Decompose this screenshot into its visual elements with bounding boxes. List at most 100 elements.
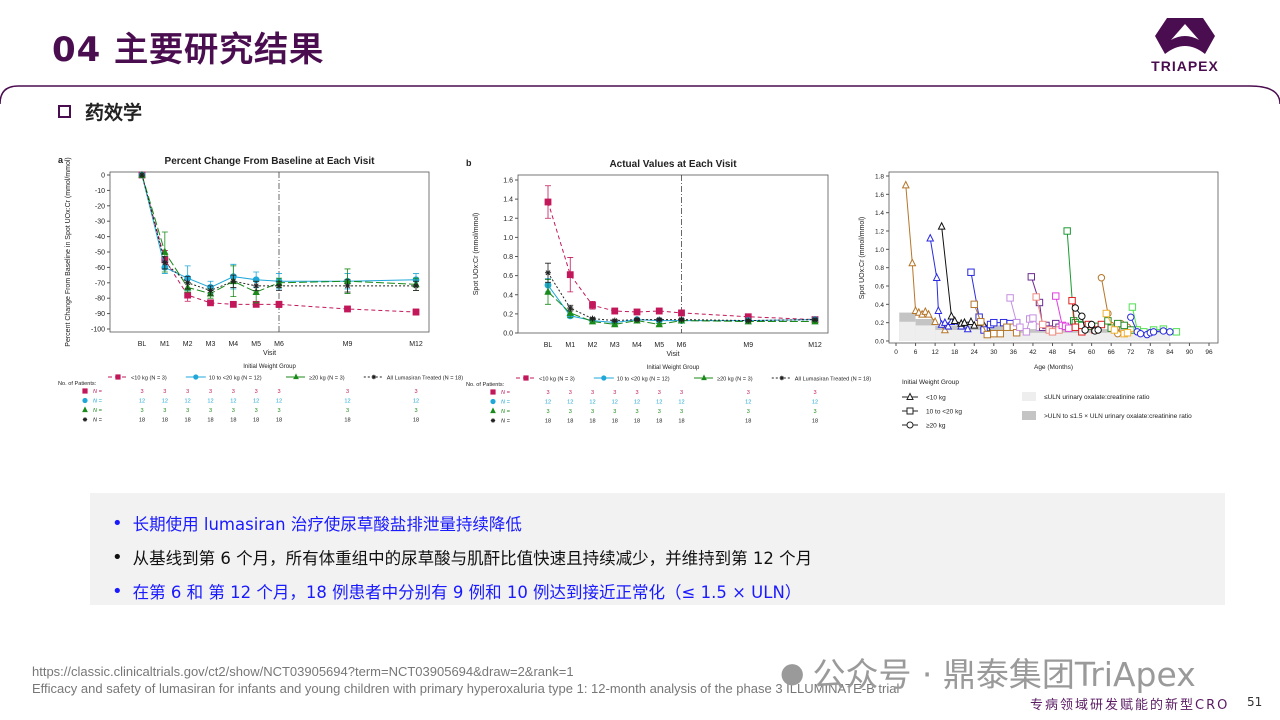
patient-trajectory [941, 226, 988, 329]
patient-point [1039, 320, 1047, 329]
legend-band-label: ≤ULN urinary oxalate:creatinine ratio [1044, 394, 1150, 401]
patient-point [1022, 328, 1031, 336]
data-point-ge20 [252, 287, 260, 295]
uln-band [1013, 332, 1170, 341]
x-tick-label: M4 [228, 341, 238, 348]
patient-count: 18 [344, 418, 350, 424]
y-tick-label: -30 [95, 219, 105, 226]
x-tick-label: 72 [1127, 349, 1135, 356]
chart-title: Percent Change From Baseline at Each Vis… [165, 156, 376, 167]
x-tick-label: M4 [632, 342, 642, 349]
legend-marker [523, 375, 529, 381]
patient-count: 18 [567, 419, 573, 425]
data-point-all [161, 259, 168, 266]
patient-count: 3 [613, 409, 616, 415]
x-tick-label: BL [138, 341, 147, 348]
table-marker [82, 406, 88, 413]
x-tick-label: BL [544, 342, 553, 349]
y-tick-label: -40 [95, 234, 105, 241]
legend-marker [906, 407, 914, 415]
patient-point [1149, 328, 1158, 336]
patient-point [1048, 328, 1057, 336]
patient-point [1110, 326, 1119, 334]
section-title: 药效学 [85, 102, 143, 124]
bullet-dot-icon: • [112, 580, 123, 602]
y-tick-label: 1.2 [503, 216, 513, 223]
legend-marker [701, 374, 707, 381]
y-tick-label: 0.4 [875, 302, 884, 309]
y-tick-label: 0 [101, 173, 105, 180]
data-point-all [276, 282, 282, 289]
patient-point [996, 329, 1005, 338]
patient-count: 18 [812, 419, 818, 425]
watermark-text: 公众号 · 鼎泰集团TriApex [812, 655, 1196, 694]
patient-point [990, 329, 998, 338]
patient-count: 18 [589, 419, 595, 425]
patient-count: 12 [276, 399, 282, 405]
patient-count: 3 [747, 409, 750, 415]
patient-count: 3 [569, 390, 572, 396]
patient-count: 3 [635, 409, 638, 415]
patient-point [1068, 296, 1076, 305]
table-marker [490, 389, 496, 395]
data-point-all [184, 279, 191, 286]
patient-count: 3 [277, 408, 280, 414]
patient-point [1094, 326, 1102, 334]
patient-count: 18 [162, 418, 168, 424]
bullet-text: 在第 6 和 第 12 个月，18 例患者中分别有 9 例和 10 例达到接近正… [132, 583, 802, 602]
patient-point [947, 311, 956, 320]
y-tick-label: -10 [95, 188, 105, 195]
section-heading: 药效学 [58, 98, 142, 125]
patient-count: 18 [253, 418, 259, 424]
patient-point [937, 221, 946, 230]
legend-marker [779, 375, 784, 381]
patient-trajectory [929, 238, 968, 330]
patient-point [932, 272, 941, 281]
legend-marker [601, 375, 607, 381]
data-point-all [545, 269, 551, 276]
patient-count: 3 [163, 389, 166, 395]
data-point-lt10 [344, 305, 351, 313]
patient-point [926, 233, 935, 242]
y-tick-label: -20 [95, 203, 105, 210]
patient-point [1016, 323, 1024, 331]
y-tick-label: 0.6 [503, 273, 513, 280]
data-point-lt10 [633, 308, 641, 316]
patient-count: 18 [545, 419, 551, 425]
x-tick-label: 54 [1068, 349, 1076, 356]
x-tick-label: 0 [894, 349, 898, 356]
patient-count: 12 [745, 400, 751, 406]
x-tick-label: M9 [743, 342, 753, 349]
reference-url[interactable]: https://classic.clinicaltrials.gov/ct2/s… [32, 664, 574, 679]
patient-count: 12 [567, 400, 573, 406]
logo-icon [1155, 18, 1215, 54]
patient-count: 3 [186, 408, 189, 414]
n-label: N = [93, 389, 103, 395]
patient-count: 3 [414, 389, 417, 395]
y-tick-label: 0.8 [503, 254, 513, 261]
patient-point [1071, 323, 1080, 331]
patient-point [1063, 227, 1071, 235]
patient-count: 3 [414, 408, 417, 414]
data-point-lt10 [229, 300, 237, 308]
data-point-ge20 [544, 287, 552, 295]
series-line-all [547, 272, 816, 322]
patient-point [1081, 326, 1089, 334]
slogan: 专病领域研发赋能的新型CRO [1030, 698, 1230, 713]
data-point-all [589, 315, 596, 322]
chart-title: Actual Values at Each Visit [609, 159, 737, 170]
patient-point [1114, 319, 1122, 328]
data-point-ge20 [655, 319, 663, 328]
data-point-all [745, 317, 752, 324]
x-tick-label: M2 [588, 342, 598, 349]
patient-count: 3 [813, 390, 816, 396]
data-point-all [413, 282, 419, 289]
x-tick-label: M3 [610, 342, 620, 349]
patient-point [983, 330, 991, 339]
patient-count: 3 [546, 390, 549, 396]
patient-point [970, 300, 978, 309]
patient-point [934, 305, 943, 314]
y-tick-label: 1.2 [875, 229, 884, 236]
patient-point [1003, 323, 1011, 331]
patient-point [921, 306, 930, 315]
